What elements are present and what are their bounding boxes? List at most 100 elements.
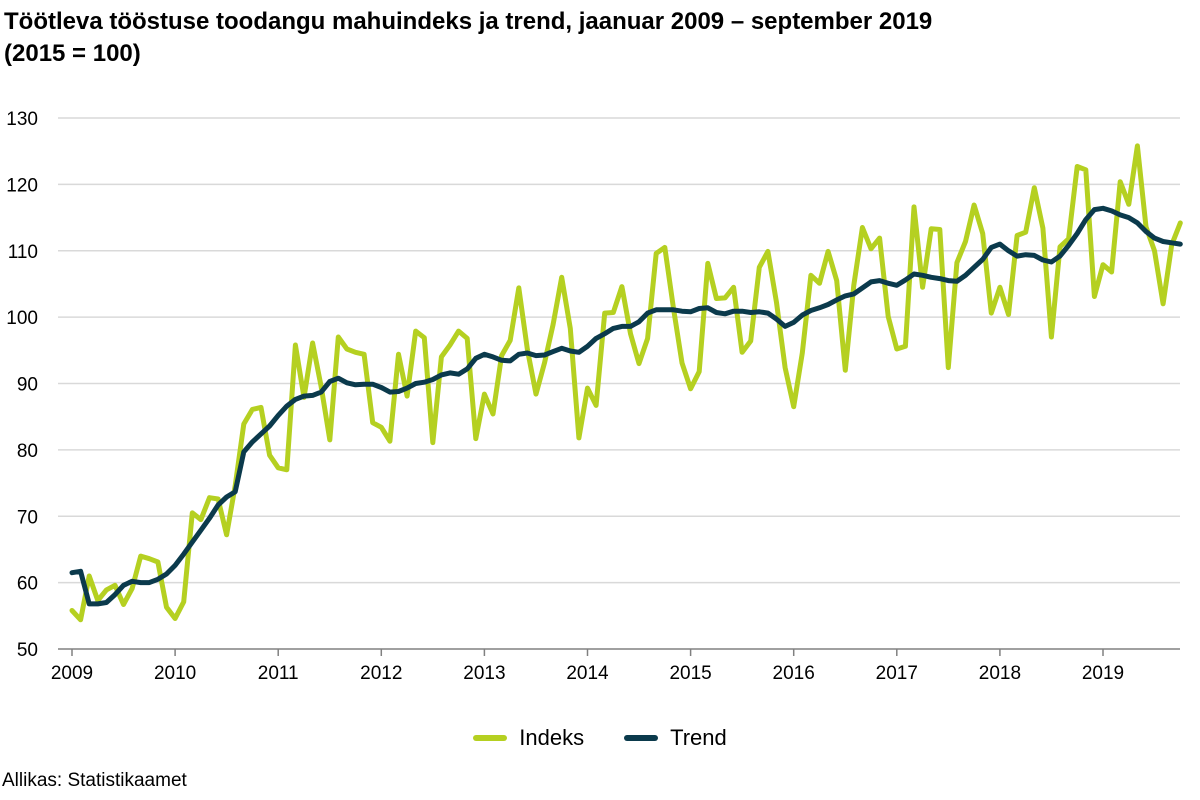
data-point-trend bbox=[904, 279, 907, 281]
data-point-trend bbox=[922, 274, 924, 276]
data-point-indeks bbox=[595, 404, 597, 406]
x-tick-label-2012: 2012 bbox=[360, 663, 402, 684]
data-point-trend bbox=[234, 491, 236, 493]
data-point-trend bbox=[71, 572, 73, 574]
data-point-indeks bbox=[578, 437, 580, 439]
y-tick-label-50: 50 bbox=[17, 640, 38, 661]
x-tick-label-2014: 2014 bbox=[566, 663, 609, 684]
data-point-trend bbox=[389, 391, 391, 393]
data-point-indeks bbox=[1016, 234, 1018, 237]
data-point-trend bbox=[492, 356, 494, 358]
data-point-trend bbox=[930, 276, 932, 278]
data-point-indeks bbox=[97, 599, 99, 602]
data-point-trend bbox=[380, 386, 382, 389]
data-point-trend bbox=[956, 280, 958, 282]
legend-swatch-indeks bbox=[473, 735, 508, 741]
data-point-trend bbox=[758, 311, 760, 313]
data-point-indeks bbox=[243, 423, 245, 425]
data-point-trend bbox=[1171, 242, 1173, 244]
data-point-indeks bbox=[999, 286, 1001, 288]
data-point-trend bbox=[750, 311, 752, 314]
data-point-trend bbox=[1033, 254, 1035, 256]
data-point-indeks bbox=[879, 237, 881, 239]
data-point-indeks bbox=[475, 438, 477, 440]
data-point-indeks bbox=[775, 301, 778, 304]
data-point-indeks bbox=[372, 422, 374, 424]
data-point-indeks bbox=[982, 232, 984, 235]
data-point-indeks bbox=[483, 393, 485, 395]
data-point-indeks bbox=[526, 349, 529, 351]
data-point-trend bbox=[698, 307, 700, 310]
data-point-trend bbox=[1153, 237, 1156, 239]
data-point-indeks bbox=[827, 250, 829, 252]
data-point-trend bbox=[105, 601, 107, 604]
data-point-trend bbox=[1025, 254, 1027, 256]
data-point-trend bbox=[887, 282, 889, 284]
data-point-trend bbox=[1042, 259, 1044, 261]
data-point-indeks bbox=[1128, 203, 1130, 205]
data-point-indeks bbox=[715, 297, 718, 300]
data-point-trend bbox=[526, 352, 529, 354]
data-point-trend bbox=[363, 383, 365, 385]
data-point-trend bbox=[1007, 250, 1010, 252]
data-point-trend bbox=[1050, 261, 1052, 263]
data-point-indeks bbox=[1153, 250, 1156, 252]
data-point-indeks bbox=[1119, 181, 1121, 183]
data-point-indeks bbox=[191, 512, 193, 514]
data-point-indeks bbox=[174, 617, 176, 620]
data-point-indeks bbox=[853, 284, 855, 286]
y-tick-label-90: 90 bbox=[17, 375, 38, 396]
data-point-indeks bbox=[122, 603, 125, 606]
data-point-indeks bbox=[337, 336, 339, 338]
data-point-trend bbox=[114, 594, 116, 596]
data-point-trend bbox=[621, 325, 623, 327]
chart-title: Töötleva tööstuse toodangu mahuindeks ja… bbox=[4, 6, 1194, 70]
data-point-indeks bbox=[440, 356, 442, 358]
data-point-trend bbox=[990, 246, 992, 248]
data-point-indeks bbox=[389, 440, 391, 442]
data-point-indeks bbox=[707, 262, 709, 264]
data-point-trend bbox=[88, 603, 90, 605]
data-point-indeks bbox=[140, 555, 142, 557]
data-point-trend bbox=[372, 383, 374, 385]
data-point-trend bbox=[294, 398, 296, 400]
data-point-trend bbox=[1136, 222, 1138, 224]
data-point-trend bbox=[733, 310, 735, 312]
data-point-trend bbox=[140, 582, 142, 584]
data-point-trend bbox=[1128, 217, 1130, 219]
data-point-indeks bbox=[354, 351, 357, 353]
data-point-indeks bbox=[1093, 295, 1095, 298]
data-point-trend bbox=[595, 337, 597, 339]
data-point-indeks bbox=[904, 345, 907, 347]
data-point-trend bbox=[1093, 209, 1095, 211]
data-point-trend bbox=[449, 372, 451, 374]
legend-item-trend: Trend bbox=[624, 725, 727, 751]
data-point-indeks bbox=[990, 312, 992, 314]
x-tick-label-2018: 2018 bbox=[979, 663, 1021, 684]
data-point-trend bbox=[715, 311, 718, 314]
data-point-indeks bbox=[397, 353, 400, 355]
x-tick-label-2011: 2011 bbox=[258, 663, 299, 684]
data-point-trend bbox=[260, 433, 262, 435]
data-point-trend bbox=[861, 287, 864, 289]
data-point-trend bbox=[183, 553, 185, 555]
x-axis-tick-labels: 2009 2010 2011 2012 2013 2014 2015 2016 2017 2018… bbox=[51, 663, 1124, 684]
data-point-indeks bbox=[664, 246, 666, 248]
data-point-trend bbox=[329, 380, 331, 383]
data-point-indeks bbox=[939, 228, 941, 231]
data-point-indeks bbox=[251, 408, 253, 410]
data-point-indeks bbox=[183, 601, 185, 603]
data-point-trend bbox=[406, 387, 408, 389]
data-point-trend bbox=[896, 284, 898, 286]
data-point-trend bbox=[251, 441, 253, 443]
data-point-indeks bbox=[750, 340, 752, 342]
data-point-indeks bbox=[758, 266, 760, 268]
data-point-trend bbox=[200, 529, 202, 531]
data-point-indeks bbox=[1025, 231, 1027, 233]
data-point-indeks bbox=[1136, 145, 1138, 147]
y-tick-label-70: 70 bbox=[17, 507, 38, 528]
data-point-indeks bbox=[655, 252, 657, 254]
data-point-trend bbox=[827, 303, 829, 306]
data-point-indeks bbox=[458, 330, 460, 332]
chart-title-line-2: (2015 = 100) bbox=[4, 40, 141, 67]
